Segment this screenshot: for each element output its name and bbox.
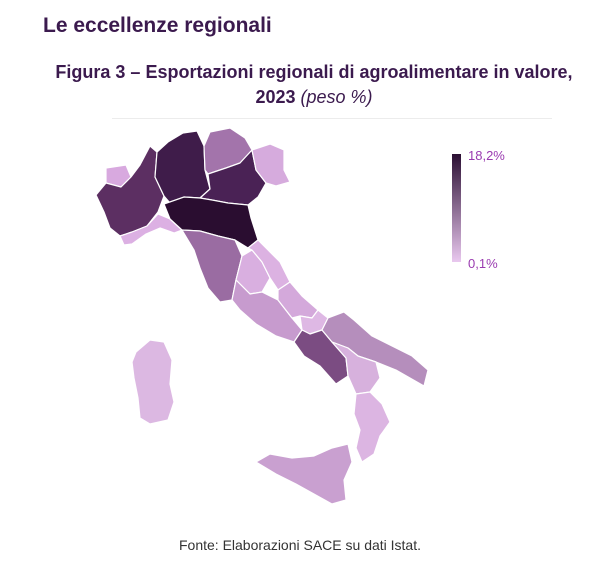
region-lombardia — [154, 130, 211, 204]
figure-title: Figura 3 – Esportazioni regionali di agr… — [40, 60, 588, 110]
region-sardegna — [131, 339, 175, 425]
region-liguria — [119, 213, 183, 246]
region-toscana — [181, 229, 243, 303]
figure-title-unit: (peso %) — [300, 87, 373, 107]
region-friuli — [251, 143, 291, 187]
region-calabria — [353, 391, 391, 463]
region-sicilia — [255, 443, 353, 505]
legend-min-label: 0,1% — [468, 256, 498, 271]
region-lazio — [231, 279, 303, 343]
region-basilicata — [331, 341, 381, 395]
legend-color-bar — [452, 154, 461, 262]
figure-title-main: Figura 3 – Esportazioni regionali di agr… — [55, 62, 573, 107]
legend-max-label: 18,2% — [468, 148, 505, 163]
section-title: Le eccellenze regionali — [43, 14, 272, 37]
source-note: Fonte: Elaborazioni SACE su dati Istat. — [178, 537, 421, 553]
title-separator — [112, 118, 552, 119]
